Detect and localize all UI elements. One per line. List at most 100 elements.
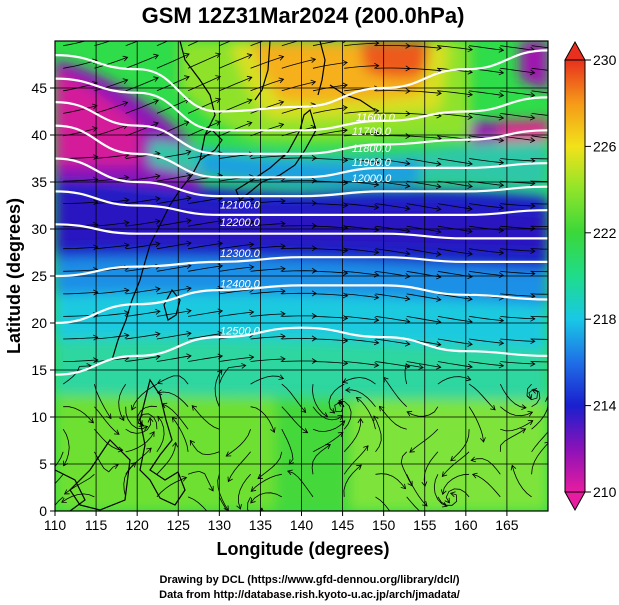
streamline-arrowhead [465, 375, 472, 382]
streamline [162, 403, 189, 430]
streamline-arrowhead [529, 69, 536, 76]
streamline-arrowhead [124, 332, 130, 339]
streamline-arrowhead [241, 362, 247, 369]
streamline-arrowhead [248, 196, 255, 203]
streamline [250, 245, 286, 250]
streamline-arrowhead [436, 341, 442, 348]
streamline-arrowhead [529, 92, 536, 98]
y-tick-label: 45 [31, 80, 47, 96]
streamline [437, 158, 473, 165]
streamline [250, 358, 286, 362]
streamline-arrowhead [356, 464, 362, 470]
streamline-arrowhead [436, 318, 442, 325]
streamline-arrowhead [42, 477, 47, 482]
streamline [406, 203, 441, 210]
streamline-arrowhead [498, 362, 505, 369]
streamline [437, 45, 473, 51]
grid-lines [55, 41, 548, 511]
streamline-arrowhead [280, 288, 286, 295]
streamline-arrowhead [329, 408, 336, 414]
streamline [94, 177, 129, 182]
streamline [156, 220, 192, 227]
streamline [187, 41, 200, 47]
streamline-arrowhead [181, 476, 188, 482]
streamline-arrowhead [280, 311, 286, 317]
streamline [238, 474, 251, 510]
streamline-arrowhead [422, 500, 428, 507]
streamline [442, 473, 470, 495]
streamline [281, 58, 316, 69]
streamline-arrowhead [130, 404, 137, 411]
streamline [500, 293, 535, 297]
streamline-arrowhead [325, 444, 331, 450]
streamline-arrowhead [153, 99, 159, 105]
streamline-arrowhead [191, 405, 198, 411]
streamline [528, 388, 541, 408]
streamline-arrowhead [153, 76, 159, 82]
streamline-arrowhead [530, 202, 536, 209]
streamline [531, 113, 548, 116]
streamline-arrowhead [278, 54, 285, 61]
contour-line [55, 326, 548, 376]
x-tick-label: 140 [290, 517, 314, 533]
streamline [406, 361, 441, 368]
colorbar-bottom-arrow [564, 491, 586, 512]
y-tick-label: 30 [31, 221, 47, 237]
x-tick-label: 110 [44, 517, 67, 533]
streamline [437, 376, 471, 385]
streamline-arrowhead [342, 127, 348, 134]
contour-line [55, 157, 548, 198]
colorbar-tick-label: 210 [593, 484, 617, 500]
streamline-arrowhead [122, 55, 129, 62]
streamline [219, 221, 254, 227]
streamline-arrowhead [498, 227, 505, 233]
streamline-arrowhead [467, 273, 473, 280]
contour-line [55, 124, 548, 179]
y-tick-label: 35 [31, 174, 47, 190]
streamline [63, 246, 98, 250]
streamline [125, 356, 160, 362]
streamline [441, 451, 470, 477]
streamline-arrowhead [250, 497, 256, 504]
colorbar: 210 214 218 222 226 230 [564, 40, 617, 512]
streamline [469, 113, 504, 119]
streamline [125, 243, 160, 250]
streamline [468, 383, 496, 411]
streamline [94, 124, 128, 137]
streamline-arrowhead [436, 296, 442, 302]
streamline [225, 429, 251, 457]
streamline-arrowhead [520, 428, 527, 434]
streamline-arrowhead [527, 411, 534, 417]
streamline-arrowhead [311, 358, 318, 364]
streamline [55, 496, 64, 506]
streamline [214, 369, 223, 407]
streamline-arrowhead [400, 483, 407, 490]
streamline-arrowhead [92, 126, 98, 132]
streamline [125, 122, 159, 137]
streamline-arrowhead [278, 122, 285, 129]
streamline [188, 197, 223, 204]
streamline-arrowhead [444, 497, 450, 504]
streamline [312, 432, 344, 453]
streamline-arrowhead [407, 480, 413, 487]
streamline-arrowhead [529, 137, 536, 143]
streamline [499, 428, 526, 452]
streamline [406, 316, 441, 323]
streamline-arrowhead [184, 52, 190, 59]
streamline-arrowhead [124, 220, 130, 226]
streamline [375, 203, 410, 210]
streamline [469, 270, 504, 276]
streamline-arrowhead [450, 455, 456, 462]
streamline-arrowhead [373, 316, 380, 323]
streamline [55, 474, 64, 485]
streamline-arrowhead [530, 338, 536, 345]
x-tick-label: 150 [372, 517, 396, 533]
streamline [469, 203, 504, 209]
streamline-arrowhead [521, 404, 527, 410]
streamline [187, 496, 208, 511]
streamline [531, 442, 548, 475]
streamline-arrowhead [153, 121, 159, 128]
streamline-arrowhead [373, 415, 379, 422]
streamline [531, 67, 548, 71]
streamline [531, 397, 548, 430]
